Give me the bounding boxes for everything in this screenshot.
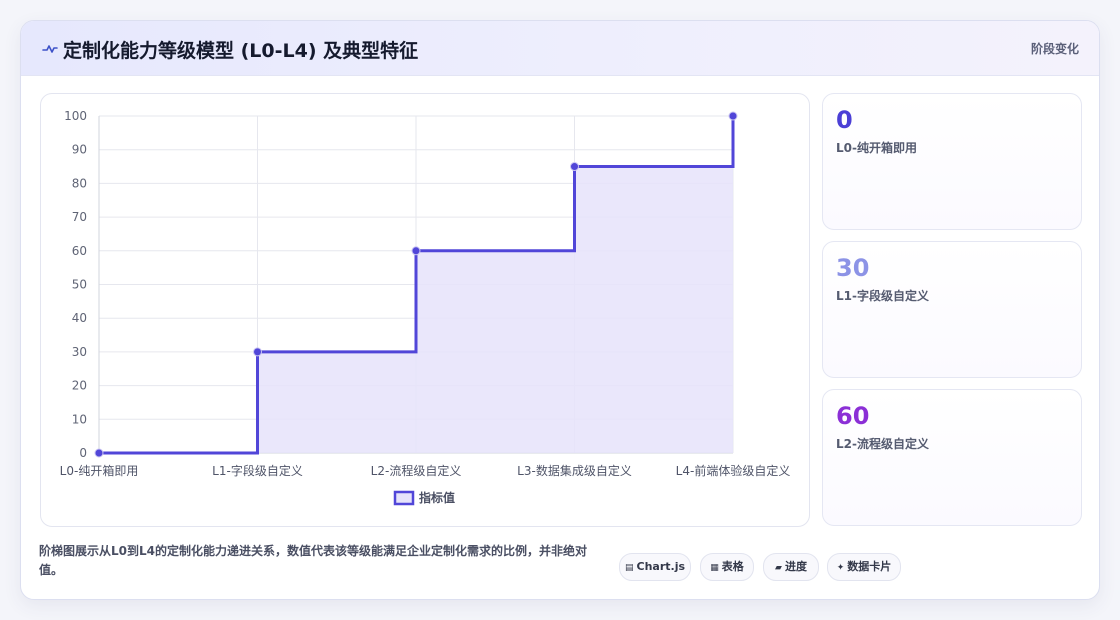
kpi-value: 0	[836, 106, 853, 134]
data-point	[253, 347, 262, 357]
chip-label: 进度	[784, 560, 807, 573]
kpi-label: L0-纯开箱即用	[836, 141, 917, 155]
kpi-label: L1-字段级自定义	[836, 289, 929, 303]
kpi-card-l1: 30 L1-字段级自定义	[822, 241, 1082, 378]
chip-label: 表格	[721, 560, 744, 573]
y-tick-label: 30	[72, 345, 87, 359]
y-tick-label: 60	[72, 244, 87, 258]
x-tick-label: L3-数据集成级自定义	[517, 463, 632, 478]
chip-label: 数据卡片	[847, 560, 892, 573]
y-tick-label: 90	[72, 143, 87, 157]
y-tick-label: 70	[72, 210, 87, 224]
y-tick-label: 0	[79, 446, 87, 460]
y-tick-label: 40	[72, 311, 87, 325]
chip-data-card[interactable]: ✦ 数据卡片	[827, 553, 901, 581]
data-point	[728, 111, 738, 121]
legend-swatch	[393, 490, 415, 506]
x-tick-label: L1-字段级自定义	[212, 463, 303, 478]
data-point	[411, 246, 421, 256]
chart-panel: 0 10 20 30 40 50 60 70 80 90 100 L0-纯开箱即用 L1-字段级自定义 L…	[40, 93, 810, 527]
kpi-label: L2-流程级自定义	[836, 437, 929, 451]
x-tick-label: L0-纯开箱即用	[60, 463, 139, 478]
step-chart: 0 10 20 30 40 50 60 70 80 90 100 L0-纯开箱即用 L1-字段级自定义 L…	[60, 109, 791, 506]
kpi-value: 30	[836, 254, 870, 282]
dashboard-card: 定制化能力等级模型 (L0-L4) 及典型特征 阶段变化 0 10 20 30 40 50…	[20, 20, 1100, 600]
data-point	[94, 448, 104, 458]
table-icon: ▦	[710, 563, 719, 573]
sparkle-icon: ✦	[836, 563, 845, 573]
chip-label: Chart.js	[636, 560, 686, 573]
chip-progress[interactable]: ▰ 进度	[763, 553, 819, 581]
y-tick-label: 80	[72, 176, 87, 190]
page-title: 定制化能力等级模型 (L0-L4) 及典型特征	[63, 40, 419, 62]
chart-description: 阶梯图展示从L0到L4的定制化能力递进关系，数值代表该等级能满足企业定制化需求的…	[39, 544, 587, 577]
x-tick-label: L4-前端体验级自定义	[676, 463, 791, 478]
card-header: 定制化能力等级模型 (L0-L4) 及典型特征 阶段变化	[21, 21, 1099, 76]
pulse-line-icon	[41, 39, 59, 57]
kpi-card-l0: 0 L0-纯开箱即用	[822, 93, 1082, 230]
progress-icon: ▰	[775, 563, 782, 573]
kpi-card-l2: 60 L2-流程级自定义	[822, 389, 1082, 526]
y-tick-label: 10	[72, 412, 87, 426]
chart-icon: ▤	[624, 563, 634, 573]
y-tick-label: 50	[72, 278, 87, 292]
y-tick-label: 20	[72, 379, 87, 393]
x-tick-label: L2-流程级自定义	[371, 463, 462, 478]
data-point	[570, 162, 579, 172]
kpi-value: 60	[836, 402, 870, 430]
chip-table[interactable]: ▦ 表格	[700, 553, 754, 581]
legend-label: 指标值	[419, 490, 455, 505]
stage-change-tag[interactable]: 阶段变化	[1030, 42, 1079, 56]
chip-chartjs[interactable]: ▤ Chart.js	[619, 553, 691, 581]
y-tick-label: 100	[64, 109, 87, 123]
